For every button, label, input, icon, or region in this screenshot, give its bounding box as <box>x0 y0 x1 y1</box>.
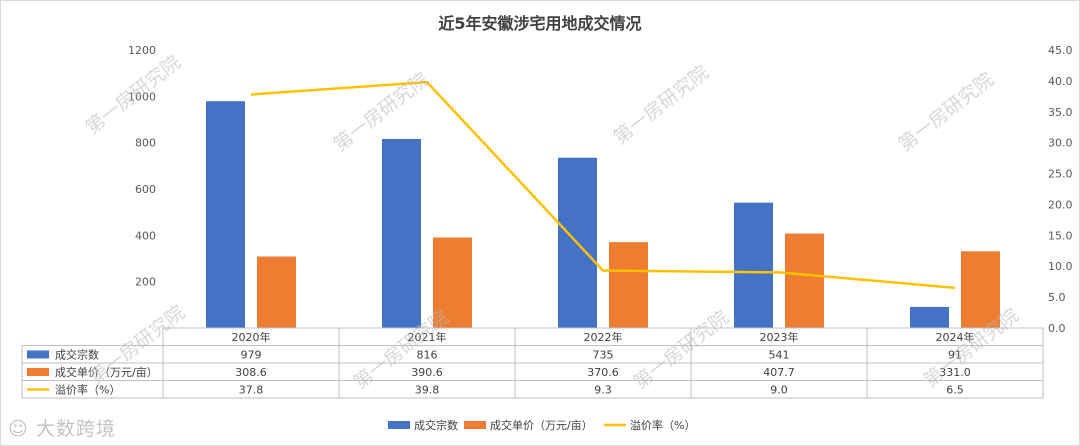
y-left-tick-label: 200 <box>135 276 156 289</box>
logo-icon: ☺ <box>8 418 29 440</box>
legend-swatch <box>388 421 410 429</box>
table-cell-value: 91 <box>948 349 962 362</box>
bar-deals <box>206 101 245 328</box>
bar-deals <box>734 202 773 328</box>
table-cell-value: 6.5 <box>946 384 964 397</box>
y-right-tick-label: 45.0 <box>1048 44 1073 57</box>
bar-unit-price <box>257 256 296 328</box>
legend-label: 成交单价（万元/亩） <box>490 418 593 432</box>
table-series-name: 成交单价（万元/亩） <box>55 365 158 379</box>
table-cell-value: 735 <box>593 349 614 362</box>
watermark-text: 第一房研究院 <box>610 61 713 149</box>
x-tick-label: 2023年 <box>760 330 799 344</box>
table-legend-swatch <box>27 368 49 376</box>
table-cell-value: 370.6 <box>587 366 619 379</box>
logo-wordmark: ☺ 大数跨境 <box>8 414 116 441</box>
table-cell-value: 979 <box>241 349 262 362</box>
legend-label: 成交宗数 <box>414 418 458 432</box>
table-cell-value: 390.6 <box>411 366 443 379</box>
table-legend-swatch <box>27 350 49 359</box>
x-tick-label: 2020年 <box>232 330 271 344</box>
bar-unit-price <box>433 237 472 328</box>
y-left-tick-label: 400 <box>135 229 156 242</box>
table-cell-value: 407.7 <box>763 366 795 379</box>
watermark-text: 第一房研究院 <box>895 68 998 156</box>
legend-label: 溢价率（%） <box>630 418 695 432</box>
y-right-tick-label: 20.0 <box>1048 198 1073 211</box>
table-cell-value: 331.0 <box>939 366 971 379</box>
table-series-name: 成交宗数 <box>55 348 99 362</box>
y-right-tick-label: 15.0 <box>1048 229 1073 242</box>
y-right-tick-label: 40.0 <box>1048 75 1073 88</box>
table-cell-value: 9.0 <box>770 384 788 397</box>
table-cell-value: 37.8 <box>239 384 264 397</box>
y-left-tick-label: 1000 <box>128 90 156 103</box>
y-right-tick-label: 30.0 <box>1048 137 1073 150</box>
table-cell-value: 308.6 <box>235 366 267 379</box>
watermark-text: 第一房研究院 <box>82 51 185 139</box>
logo-text: 大数跨境 <box>35 418 116 440</box>
line-premium-rate <box>250 80 956 290</box>
table-cell-value: 9.3 <box>594 384 612 397</box>
y-right-tick-label: 10.0 <box>1048 260 1073 273</box>
bar-deals <box>382 138 421 328</box>
x-tick-label: 2024年 <box>936 330 975 344</box>
y-right-tick-label: 0.0 <box>1048 322 1066 335</box>
x-tick-label: 2021年 <box>408 330 447 344</box>
bar-unit-price <box>785 233 824 328</box>
table-cell-value: 816 <box>417 349 438 362</box>
y-right-tick-label: 35.0 <box>1048 106 1073 119</box>
y-left-tick-label: 1200 <box>128 44 156 57</box>
y-left-tick-label: 600 <box>135 183 156 196</box>
y-left-tick-label: 800 <box>135 137 156 150</box>
bar-unit-price <box>961 251 1000 328</box>
table-cell-value: 541 <box>769 349 790 362</box>
y-right-tick-label: 5.0 <box>1048 291 1066 304</box>
chart-title: 近5年安徽涉宅用地成交情况 <box>438 14 642 33</box>
bar-deals <box>910 306 949 328</box>
legend-swatch <box>464 421 486 429</box>
bar-unit-price <box>609 242 648 328</box>
y-right-tick-label: 25.0 <box>1048 168 1073 181</box>
x-tick-label: 2022年 <box>584 330 623 344</box>
table-cell-value: 39.8 <box>415 384 440 397</box>
table-series-name: 溢价率（%） <box>55 383 120 397</box>
